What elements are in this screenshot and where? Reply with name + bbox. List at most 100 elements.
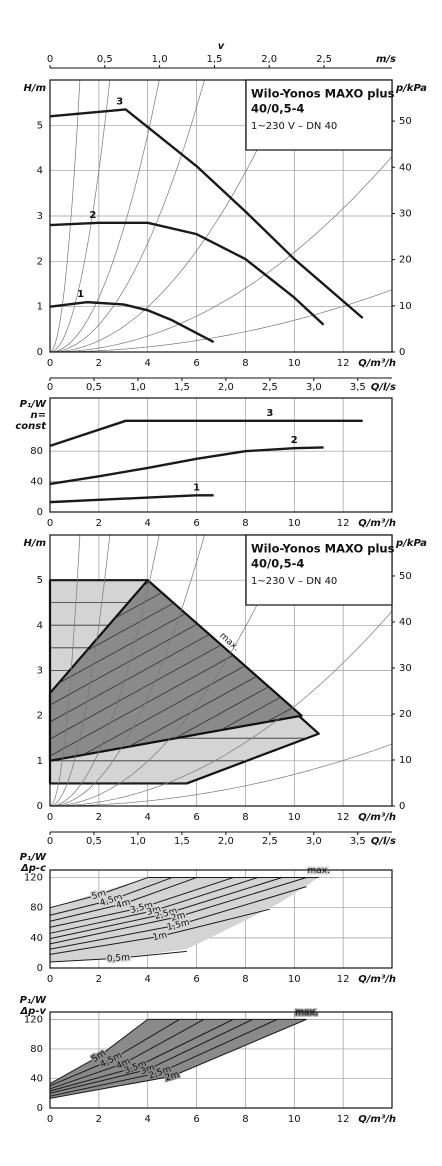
y-axis-label: const bbox=[15, 421, 47, 432]
pump-curve bbox=[49, 908, 270, 955]
system-curves bbox=[50, 80, 392, 352]
y-tick-label: 1 bbox=[37, 302, 43, 313]
hatch-line bbox=[50, 347, 392, 535]
chart-title: Wilo-Yonos MAXO plus bbox=[251, 87, 395, 101]
y-tick-label: 0 bbox=[37, 801, 43, 812]
x-axis-label: Q/m³/h bbox=[358, 974, 396, 985]
x-axis-label: Q/m³/h bbox=[358, 812, 396, 823]
x-tick-label: 6 bbox=[193, 974, 199, 985]
x-tick-label: 6 bbox=[193, 358, 199, 369]
y-axis-label: Δp-v bbox=[19, 1006, 46, 1017]
x-tick-label: 0 bbox=[47, 1114, 53, 1125]
y-axis-label: H/m bbox=[24, 83, 46, 94]
x2-tick-label: 1,0 bbox=[130, 382, 146, 393]
chart-title: 40/0,5-4 bbox=[251, 557, 304, 571]
x2-tick-label: 3,5 bbox=[350, 382, 366, 393]
title-box bbox=[245, 79, 393, 151]
x-tick-label: 6 bbox=[193, 812, 199, 823]
y-tick-label: 4 bbox=[37, 620, 43, 631]
x-tick-label: 2 bbox=[96, 1114, 102, 1125]
pump-curve bbox=[49, 877, 234, 928]
system-curve bbox=[50, 610, 392, 806]
x-tick-label: 12 bbox=[337, 358, 350, 369]
y2-tick-label: 20 bbox=[399, 255, 412, 266]
plot-frame bbox=[49, 79, 393, 353]
x2-tick-label: 1,5 bbox=[174, 382, 190, 393]
x2-axis-label: Q/l/s bbox=[371, 836, 396, 847]
system-curve bbox=[50, 80, 291, 352]
curve-label: 2 bbox=[89, 210, 96, 221]
y-tick-label: 0 bbox=[37, 507, 43, 518]
y-tick-label: 80 bbox=[30, 903, 43, 914]
system-curve bbox=[50, 535, 205, 806]
curve-label: 1 bbox=[193, 482, 200, 493]
x-tick-label: 6 bbox=[193, 1114, 199, 1125]
y-axis-label: H/m bbox=[24, 538, 46, 549]
x-tick-label: 4 bbox=[145, 358, 151, 369]
x-tick-label: 10 bbox=[288, 812, 301, 823]
system-curve bbox=[50, 80, 160, 352]
x-tick-label: 4 bbox=[145, 812, 151, 823]
y-axis-label: P₁/W bbox=[20, 852, 47, 863]
x2-tick-label: 2,5 bbox=[262, 836, 278, 847]
system-curve bbox=[50, 535, 291, 806]
pump-curve bbox=[49, 300, 215, 344]
x-tick-label: 10 bbox=[288, 1114, 301, 1125]
pump-curve bbox=[49, 1018, 149, 1085]
pump-curve bbox=[49, 1018, 253, 1094]
x-tick-label: 4 bbox=[145, 518, 151, 529]
x2-tick-label: 1,0 bbox=[130, 836, 146, 847]
x2-tick-label: 0,5 bbox=[86, 382, 102, 393]
x2-tick-label: 0,5 bbox=[86, 836, 102, 847]
x2-axis-label: Q/l/s bbox=[371, 382, 396, 393]
x-tick-label: 10 bbox=[288, 518, 301, 529]
x2-tick-label: 0 bbox=[47, 382, 53, 393]
curve-label: 3 bbox=[266, 408, 273, 419]
plot-frame bbox=[49, 534, 393, 807]
system-curve bbox=[50, 535, 111, 806]
pump-curve bbox=[49, 877, 197, 922]
plot-frame bbox=[49, 1011, 393, 1109]
y2-tick-label: 0 bbox=[399, 347, 405, 358]
y2-tick-label: 10 bbox=[399, 301, 412, 312]
pump-curve bbox=[49, 446, 324, 486]
y2-tick-label: 40 bbox=[399, 162, 412, 173]
y-axis-label: P₁/W bbox=[20, 399, 47, 410]
x-tick-label: 10 bbox=[288, 358, 301, 369]
system-curve bbox=[50, 80, 205, 352]
y-tick-label: 40 bbox=[30, 1073, 43, 1084]
pump-curve bbox=[49, 877, 173, 916]
x-tick-label: 8 bbox=[242, 518, 248, 529]
pump-curve bbox=[49, 494, 214, 504]
pump-curve bbox=[49, 886, 307, 950]
x2-tick-label: 2,5 bbox=[316, 54, 332, 65]
pump-curve bbox=[49, 108, 364, 319]
pump-curve bbox=[49, 877, 283, 940]
pump-curve bbox=[49, 1018, 234, 1092]
x2-tick-label: 1,5 bbox=[206, 54, 222, 65]
x-tick-label: 2 bbox=[96, 812, 102, 823]
pump-curve bbox=[49, 1018, 307, 1099]
y2-tick-label: 50 bbox=[399, 571, 412, 582]
hatch-line bbox=[50, 580, 302, 757]
curve-label: 2 bbox=[291, 435, 298, 446]
y2-tick-label: 0 bbox=[399, 801, 405, 812]
curve-label: 3 bbox=[116, 96, 123, 107]
y2-tick-label: 20 bbox=[399, 709, 412, 720]
x2-tick-label: 2,0 bbox=[218, 382, 234, 393]
pump-curve bbox=[49, 419, 363, 448]
y-tick-label: 0 bbox=[37, 347, 43, 358]
x-tick-label: 2 bbox=[96, 518, 102, 529]
x-tick-label: 12 bbox=[337, 812, 350, 823]
y2-tick-label: 10 bbox=[399, 755, 412, 766]
y-tick-label: 5 bbox=[37, 575, 43, 586]
x-tick-label: 6 bbox=[193, 518, 199, 529]
curve-label: max. bbox=[307, 866, 329, 876]
x-tick-label: 2 bbox=[96, 974, 102, 985]
x-tick-label: 8 bbox=[242, 974, 248, 985]
plot-frame bbox=[49, 869, 393, 969]
pump-curve bbox=[49, 1018, 278, 1097]
x-tick-label: 4 bbox=[145, 1114, 151, 1125]
x2-tick-label: 3,0 bbox=[306, 836, 322, 847]
